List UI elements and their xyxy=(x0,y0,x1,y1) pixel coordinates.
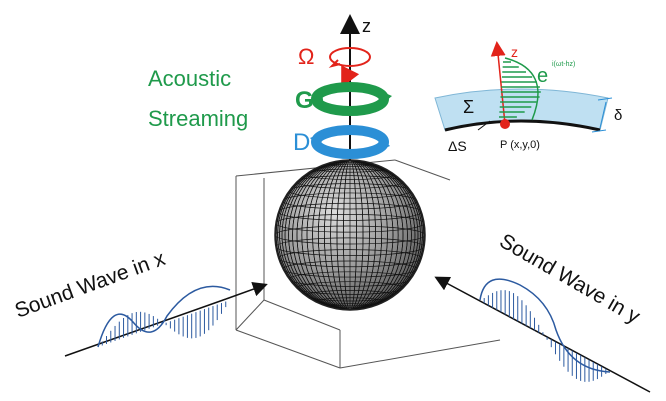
surface-curve xyxy=(444,119,601,132)
inset-z-label: z xyxy=(511,44,518,60)
d-rotation: D xyxy=(293,125,390,159)
delta-label: δ xyxy=(614,107,622,124)
omega-label: Ω xyxy=(298,44,314,69)
sound-wave-x-label: Sound Wave in x xyxy=(12,247,169,323)
sigma-label: Σ xyxy=(463,97,474,117)
d-label: D xyxy=(293,129,310,156)
acoustic-label: Acoustic xyxy=(148,66,231,91)
g-label: G xyxy=(295,87,314,114)
velocity-profile xyxy=(504,57,539,121)
delta-s-label: ΔS xyxy=(448,138,467,154)
sound-wave-y: Sound Wave in y xyxy=(434,229,651,393)
z-axis-label: z xyxy=(362,16,371,36)
point-p-label: P (x,y,0) xyxy=(500,139,540,151)
point-p-marker xyxy=(500,119,510,129)
exp-base: e xyxy=(537,65,548,87)
sphere xyxy=(274,159,426,311)
axes-box xyxy=(235,159,501,369)
boundary-layer-inset: z e i(ωt-hz) Σ ΔS P (x,y,0) δ xyxy=(434,41,622,154)
sound-wave-x: Sound Wave in x xyxy=(12,247,268,357)
boundary-layer-band xyxy=(434,88,609,131)
exp-power: i(ωt-hz) xyxy=(552,61,575,68)
omega-rotation: Ω xyxy=(298,44,371,88)
streaming-label: Streaming xyxy=(148,106,248,131)
g-rotation: G xyxy=(295,82,392,116)
